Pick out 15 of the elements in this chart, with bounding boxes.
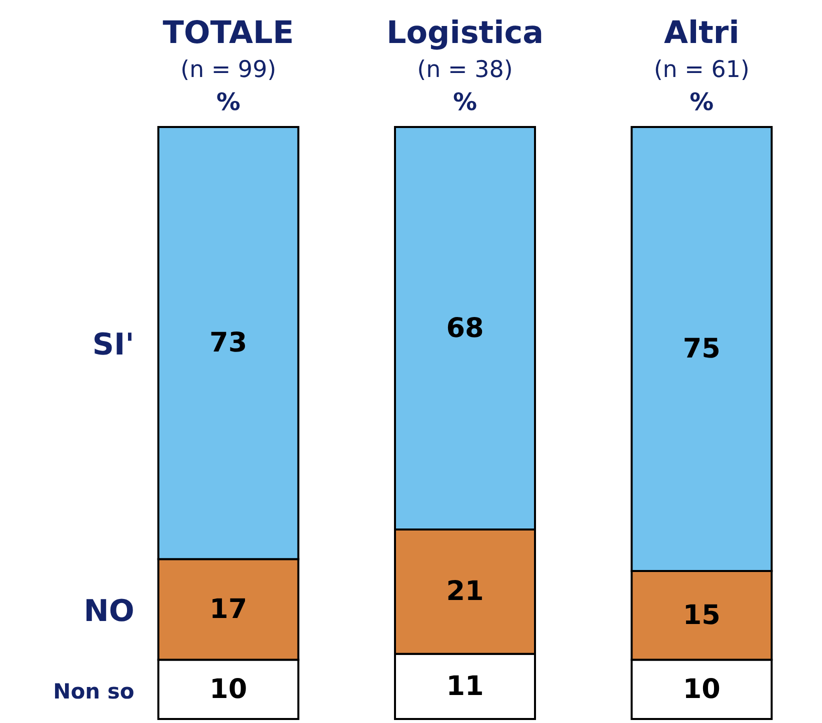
data-label: 21 (446, 576, 484, 608)
x-tick-label: TOTALE (n = 99) % (162, 15, 294, 116)
series-label: SI' (92, 328, 134, 363)
series-label: NO (84, 594, 134, 629)
data-label: 15 (682, 600, 720, 631)
data-label: 10 (210, 674, 248, 705)
data-label: 75 (682, 334, 720, 364)
data-label: 68 (446, 312, 484, 344)
x-tick-label: Logistica (n = 38) % (386, 15, 544, 116)
data-label: 17 (210, 594, 248, 625)
data-label: 10 (682, 674, 720, 705)
series-label: Non so (53, 679, 134, 704)
data-label: 73 (210, 328, 248, 359)
data-label: 11 (446, 670, 484, 702)
x-tick-label: Altri (n = 61) % (654, 15, 750, 116)
